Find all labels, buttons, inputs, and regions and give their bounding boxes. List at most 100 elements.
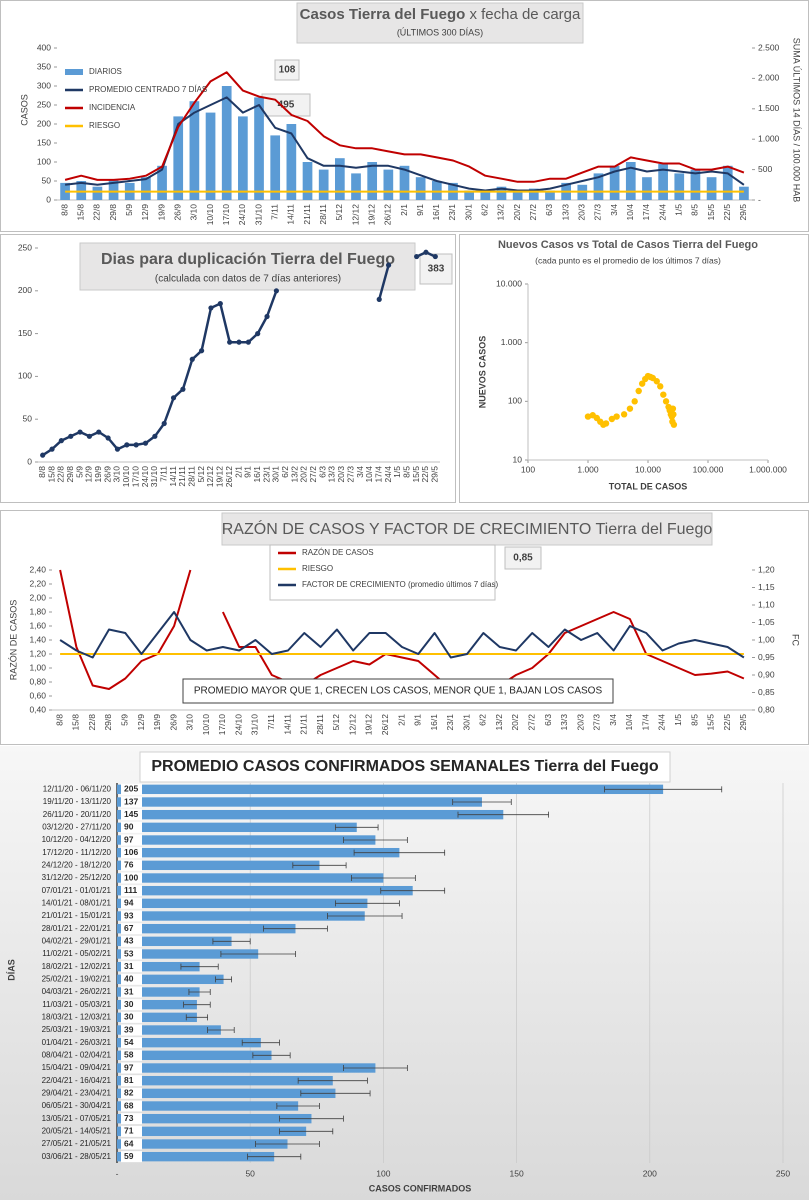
bar — [117, 1101, 299, 1111]
value-label-box — [121, 1113, 142, 1125]
value-label-box — [121, 847, 142, 859]
y2-tick-label: 0,80 — [758, 704, 775, 714]
bar — [117, 999, 197, 1010]
y-tick-label: 12/11/20 - 06/11/20 — [43, 784, 112, 793]
value-label: 67 — [124, 923, 134, 933]
x-tick-label: 8/5 — [690, 204, 700, 216]
x-tick-label: 19/9 — [156, 204, 166, 221]
legend-label: PROMEDIO CENTRADO 7 DÍAS — [89, 85, 207, 94]
y-tick-label: 0,60 — [29, 690, 46, 700]
bar — [302, 162, 313, 200]
x-tick-label: 22/8 — [87, 714, 97, 731]
x-tick-label: 3/10 — [185, 714, 195, 731]
x-tick-label: 26/9 — [172, 204, 182, 221]
value-label-box — [121, 999, 142, 1011]
point — [180, 386, 186, 392]
subtitle: (calculada con datos de 7 días anteriore… — [155, 274, 341, 285]
y-tick-label: 200 — [37, 118, 51, 128]
bar — [270, 135, 281, 200]
point — [199, 348, 205, 354]
x-tick-label: 13/3 — [327, 466, 337, 483]
x-tick-label: 26/12 — [383, 204, 393, 226]
x-tick-label: 12/9 — [84, 466, 94, 483]
x-tick-label: 15/5 — [411, 466, 421, 483]
y-tick-label: 1,20 — [29, 648, 46, 658]
y2-tick-label: 0,85 — [758, 687, 775, 697]
y-axis-title: CASOS — [19, 94, 29, 126]
x-axis-title: TOTAL DE CASOS — [609, 481, 688, 491]
x-tick-label: 23/1 — [261, 466, 271, 483]
point — [49, 446, 55, 452]
x-tick-label: 26/9 — [168, 714, 178, 731]
x-tick-label: 5/12 — [334, 204, 344, 221]
x-tick-label: 13/2 — [494, 714, 504, 731]
x-tick-label: 10/10 — [201, 714, 211, 736]
point — [414, 253, 420, 260]
y2-tick-label: - — [758, 194, 761, 204]
note-box — [182, 678, 614, 704]
x-tick-label: 100 — [376, 1168, 390, 1178]
x-tick-label: 29/8 — [108, 204, 118, 221]
bar — [117, 873, 384, 883]
y-tick-label: 0 — [27, 456, 32, 466]
x-tick-label: 31/10 — [250, 714, 260, 736]
y-tick-label: 25/03/21 - 19/03/21 — [42, 1025, 112, 1034]
bar — [117, 961, 200, 972]
x-tick-label: 14/11 — [168, 466, 178, 487]
x-tick-label: 10/4 — [364, 466, 374, 483]
y-tick-label: 01/04/21 - 26/03/21 — [42, 1038, 112, 1047]
bar — [496, 186, 507, 200]
panel — [459, 234, 809, 503]
point — [86, 433, 93, 439]
x-tick-label: 26/12 — [380, 714, 390, 736]
point — [142, 440, 149, 446]
value-label-box — [121, 796, 142, 808]
bar — [383, 169, 394, 200]
x-tick-label: 26/12 — [224, 466, 234, 488]
bar — [117, 784, 664, 795]
x-tick-label: 250 — [776, 1168, 790, 1178]
x-tick-label: 17/4 — [373, 466, 383, 483]
bar — [399, 165, 410, 200]
y-tick-label: 10 — [513, 454, 523, 464]
x-tick-label: 12/12 — [347, 714, 357, 736]
chart-title: PROMEDIO CASOS CONFIRMADOS SEMANALES Tie… — [151, 758, 659, 775]
x-tick-label: 10/4 — [624, 714, 634, 731]
y-tick-label: 250 — [18, 242, 32, 252]
x-tick-label: 24/4 — [657, 204, 667, 221]
value-label: 31 — [124, 961, 134, 971]
x-tick-label: 15/5 — [706, 204, 716, 221]
bar — [480, 192, 491, 200]
value-label: 39 — [124, 1024, 134, 1034]
value-label: 53 — [124, 948, 134, 958]
point — [660, 391, 667, 398]
x-tick-label: 10/10 — [205, 204, 215, 226]
point — [385, 262, 392, 268]
value-label: 40 — [124, 974, 134, 984]
y2-tick-label: 2.000 — [758, 73, 780, 83]
x-tick-label: 100.000 — [693, 464, 724, 474]
bar — [286, 124, 297, 200]
y-tick-label: 2,20 — [29, 578, 46, 588]
value-label-box — [121, 1062, 142, 1074]
x-tick-label: 9/1 — [243, 466, 253, 478]
x-tick-label: 9/1 — [415, 204, 425, 216]
y-tick-label: 1,00 — [29, 662, 46, 672]
line — [64, 96, 745, 192]
y-tick-label: 04/02/21 - 29/01/21 — [42, 936, 112, 945]
x-tick-label: 13/3 — [560, 204, 570, 221]
x-tick-label: 20/2 — [299, 466, 309, 483]
bar — [221, 86, 232, 200]
x-tick-label: 24/4 — [657, 714, 667, 731]
value-label-box — [121, 1075, 142, 1087]
x-tick-label: 13/2 — [496, 204, 506, 221]
x-tick-label: 22/8 — [92, 204, 102, 221]
x-tick-label: 10.000 — [635, 464, 661, 474]
panel — [0, 746, 809, 1200]
bar — [117, 911, 365, 921]
bar — [431, 181, 442, 200]
y-tick-label: 50 — [42, 175, 52, 185]
x-tick-label: 31/10 — [149, 466, 159, 488]
bar — [609, 165, 620, 200]
bar — [76, 181, 87, 200]
